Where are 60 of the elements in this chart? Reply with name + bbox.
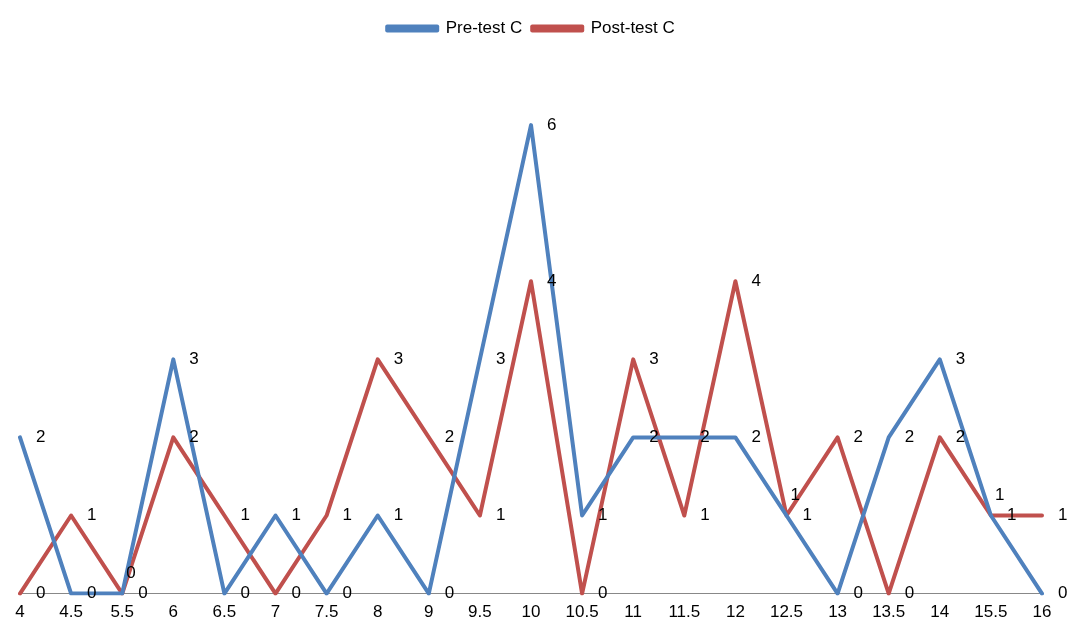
data-label: 2 — [853, 427, 864, 447]
x-tick-label: 13.5 — [872, 602, 906, 622]
data-label: 0 — [291, 583, 301, 603]
data-label: 1 — [87, 505, 97, 525]
x-tick-label: 7.5 — [314, 602, 339, 622]
data-label: 1 — [790, 485, 800, 505]
data-label: 1 — [1006, 505, 1017, 525]
data-label: 0 — [240, 583, 250, 603]
data-label: 1 — [240, 505, 250, 525]
data-label: 0 — [126, 563, 136, 583]
x-tick-label: 12.5 — [769, 602, 804, 622]
data-label: 2 — [36, 427, 46, 447]
x-tick-label: 6.5 — [212, 602, 237, 622]
x-tick-label: 4.5 — [59, 602, 83, 622]
data-label: 1 — [802, 505, 812, 525]
x-tick-label: 16 — [1032, 602, 1052, 622]
data-label: 0 — [853, 583, 864, 603]
legend-label: Pre-test C — [445, 18, 523, 38]
data-label: 0 — [342, 583, 353, 603]
data-label: 1 — [1058, 505, 1068, 525]
data-label: 0 — [36, 583, 46, 603]
legend-label: Post-test C — [590, 18, 675, 38]
data-label: 4 — [751, 270, 761, 290]
data-label: 6 — [547, 114, 557, 134]
data-label: 2 — [649, 427, 659, 447]
data-label: 0 — [444, 583, 455, 603]
x-tick-label: 12 — [725, 602, 745, 622]
data-label: 1 — [700, 505, 710, 525]
x-tick-label: 10.5 — [565, 602, 599, 622]
x-tick-label: 15.5 — [974, 602, 1008, 622]
data-label: 3 — [189, 349, 199, 369]
x-tick-label: 7 — [270, 602, 281, 622]
data-label: 0 — [598, 583, 608, 603]
data-label: 1 — [495, 505, 506, 525]
x-tick-label: 6 — [168, 602, 179, 622]
data-label: 1 — [342, 505, 353, 525]
data-label: 0 — [138, 583, 148, 603]
data-label: 2 — [955, 427, 966, 447]
data-label: 0 — [904, 583, 915, 603]
x-tick-label: 13 — [828, 602, 848, 622]
data-label: 2 — [444, 427, 455, 447]
data-label: 1 — [994, 485, 1005, 505]
data-label: 2 — [751, 427, 761, 447]
x-tick-label: 11.5 — [668, 602, 701, 622]
x-tick-label: 5.5 — [110, 602, 135, 622]
x-tick-label: 9.5 — [468, 602, 492, 622]
data-label: 3 — [649, 349, 659, 369]
data-label: 2 — [904, 427, 915, 447]
data-label: 1 — [393, 505, 404, 525]
x-tick-label: 10 — [521, 602, 541, 622]
x-tick-label: 14 — [930, 602, 950, 622]
x-tick-label: 8 — [372, 602, 383, 622]
data-label: 1 — [291, 505, 301, 525]
x-tick-label: 9 — [424, 602, 434, 622]
x-tick-label: 11 — [624, 602, 643, 622]
data-label: 3 — [495, 349, 506, 369]
data-label: 0 — [1058, 583, 1068, 603]
x-tick-label: 4 — [15, 602, 25, 622]
data-label: 3 — [955, 349, 966, 369]
data-label: 3 — [393, 349, 404, 369]
